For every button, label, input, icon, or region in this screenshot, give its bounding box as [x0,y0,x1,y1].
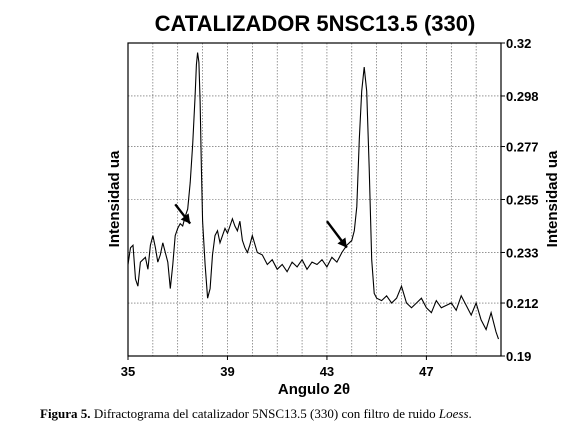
caption-italic: Loess [438,406,469,421]
arrow-head [337,237,347,248]
y-ticks: 0.19 0.212 0.233 0.255 0.277 0.298 0.32 [501,36,539,364]
x-axis-label: Angulo 2θ [278,381,350,398]
y-tick-label: 0.277 [506,140,539,155]
figure-caption: Figura 5. Difractograma del catalizador … [40,406,560,422]
y-tick-label: 0.212 [506,296,539,311]
chart-title: CATALIZADOR 5NSC13.5 (330) [155,11,476,36]
arrow-head [180,213,191,224]
y-tick-label: 0.32 [506,36,531,51]
x-tick-label: 35 [121,364,135,379]
x-ticks: 35 39 43 47 [121,356,434,379]
arrow-annotation [325,220,348,249]
grid [128,43,501,356]
x-tick-label: 43 [320,364,334,379]
arrows [174,203,348,249]
y-tick-label: 0.298 [506,89,539,104]
caption-text: Difractograma del catalizador 5NSC13.5 (… [90,406,439,421]
x-tick-label: 39 [220,364,234,379]
x-tick-label: 47 [419,364,433,379]
chart: CATALIZADOR 5NSC13.5 (330) 35 39 43 47 0.19… [106,11,561,398]
y-tick-label: 0.233 [506,245,539,260]
arrow-annotation [174,203,192,225]
y-axis-label-left: Intensidad ua [106,150,123,247]
y-tick-label: 0.255 [506,193,539,208]
y-tick-label: 0.19 [506,349,531,364]
caption-label: Figura 5. [40,406,91,421]
series-line [127,52,500,340]
caption-end: . [468,406,472,421]
y-axis-label-right: Intensidad ua [544,150,561,247]
